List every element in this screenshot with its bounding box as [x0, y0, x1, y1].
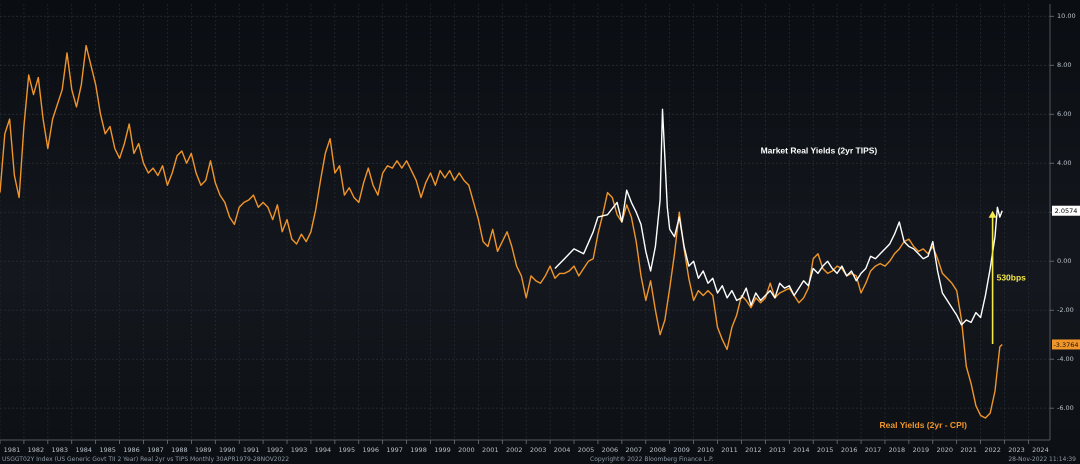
x-tick-label: 1997: [386, 446, 403, 454]
annotation-layer: Market Real Yields (2yr TIPS) Real Yields…: [761, 145, 1027, 429]
series-line-0: [0, 44, 1003, 419]
grid-layer: [0, 4, 1050, 440]
x-tick-label: 1996: [362, 446, 379, 454]
y-axis: 10.008.006.004.002.000.00-2.00-4.00-6.00…: [1049, 4, 1080, 440]
x-tick-label: 2009: [673, 446, 690, 454]
x-tick-label: 2005: [578, 446, 595, 454]
x-tick-label: 1986: [123, 446, 140, 454]
x-tick-label: 2008: [649, 446, 666, 454]
x-tick-label: 2018: [889, 446, 906, 454]
series-layer: [0, 44, 1003, 419]
x-tick-label: 2002: [506, 446, 523, 454]
x-tick-label: 1981: [4, 446, 21, 454]
x-tick-label: 2010: [697, 446, 714, 454]
x-tick-label: 2017: [865, 446, 882, 454]
x-tick-label: 1989: [195, 446, 212, 454]
spread-arrow-label: 530bps: [997, 272, 1027, 282]
x-tick-label: 1983: [52, 446, 69, 454]
x-tick-label: 2024: [1032, 446, 1049, 454]
x-tick-label: 2021: [960, 446, 977, 454]
x-tick-label: 2022: [984, 446, 1001, 454]
y-tick-label: 10.00: [1057, 12, 1076, 20]
y-tick-label: -2.00: [1057, 306, 1074, 314]
x-tick-label: 2006: [602, 446, 619, 454]
y-tick-label: -4.00: [1057, 355, 1074, 363]
x-tick-label: 2015: [817, 446, 834, 454]
y-tick-label: -6.00: [1057, 404, 1074, 412]
last-value-badge: [1052, 339, 1080, 350]
footer-source: USGGT02Y Index (US Generic Govt TII 2 Ye…: [2, 456, 290, 463]
x-tick-label: 1988: [171, 446, 188, 454]
x-tick-label: 2000: [458, 446, 475, 454]
x-tick-label: 2014: [793, 446, 810, 454]
x-tick-label: 1998: [410, 446, 427, 454]
x-tick-label: 1987: [147, 446, 164, 454]
x-axis: 1981 1982 1983 1984 1985 1986 1987 1988 1989 1990…: [0, 439, 1050, 454]
x-tick-label: 2011: [721, 446, 738, 454]
x-tick-label: 1999: [434, 446, 451, 454]
x-tick-label: 1992: [267, 446, 284, 454]
series-line-1: [554, 108, 1003, 326]
y-tick-label: 8.00: [1057, 61, 1071, 69]
x-tick-label: 1991: [243, 446, 260, 454]
y-tick-label: 6.00: [1057, 110, 1071, 118]
x-tick-label: 1993: [291, 446, 308, 454]
x-tick-label: 1990: [219, 446, 236, 454]
x-tick-label: 1994: [315, 446, 332, 454]
annotation-tips-label: Market Real Yields (2yr TIPS): [761, 145, 878, 155]
x-tick-label: 1982: [28, 446, 45, 454]
x-tick-label: 2013: [769, 446, 786, 454]
last-value-badge: [1052, 205, 1080, 216]
footer-copyright: Copyright® 2022 Bloomberg Finance L.P.: [590, 456, 714, 463]
x-tick-label: 2001: [482, 446, 499, 454]
x-tick-label: 2007: [626, 446, 643, 454]
footer-timestamp: 28-Nov-2022 11:14:39: [1008, 456, 1076, 463]
x-tick-label: 1985: [99, 446, 116, 454]
x-tick-label: 1984: [75, 446, 92, 454]
x-tick-label: 2016: [841, 446, 858, 454]
y-tick-label: 0.00: [1057, 257, 1071, 265]
last-value-label: 2.0574: [1055, 207, 1078, 215]
x-tick-label: 2023: [1008, 446, 1025, 454]
x-tick-label: 2012: [745, 446, 762, 454]
annotation-cpi-label: Real Yields (2yr - CPI): [880, 420, 968, 430]
x-tick-label: 2003: [530, 446, 547, 454]
spread-arrow-head: [988, 210, 997, 218]
x-tick-label: 2004: [554, 446, 571, 454]
y-tick-label: 4.00: [1057, 159, 1071, 167]
last-value-label: -3.3764: [1053, 341, 1078, 349]
x-tick-label: 2019: [913, 446, 930, 454]
x-tick-label: 1995: [339, 446, 356, 454]
x-tick-label: 2020: [936, 446, 953, 454]
